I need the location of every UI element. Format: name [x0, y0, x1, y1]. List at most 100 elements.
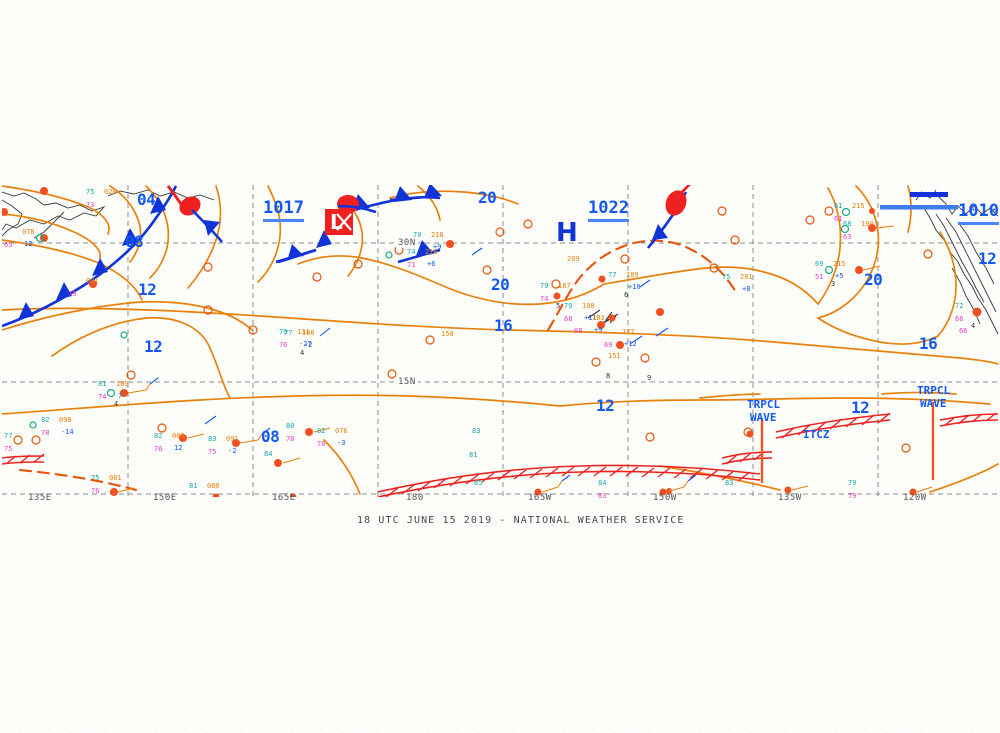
- pressure-label-1022: 1022: [588, 200, 629, 222]
- low-pressure-symbol[interactable]: L: [325, 209, 353, 235]
- station-temperature: 82: [317, 427, 326, 435]
- station-dewpoint: 68: [564, 315, 573, 323]
- longitude-label-165w: 165W: [528, 493, 552, 503]
- high-pressure-symbol[interactable]: H: [556, 218, 578, 248]
- station-pressure: 216: [425, 248, 438, 256]
- itcz-line-center: [775, 412, 891, 439]
- station-temperature: 77: [284, 329, 293, 337]
- station-pressure: 080: [207, 482, 220, 490]
- trough-lines-dashed: [18, 239, 738, 492]
- station-dewpoint: 71: [407, 261, 416, 269]
- station-temperature: 79: [540, 282, 549, 290]
- longitude-label-135e: 135E: [28, 493, 52, 503]
- station-pressure-change: 12: [174, 444, 183, 452]
- isobar-label-20-b: 20: [491, 275, 510, 294]
- station-temperature: 82: [41, 416, 50, 424]
- station-pressure: 189: [626, 271, 639, 279]
- station-dewpoint: 83: [598, 492, 607, 500]
- station-temperature: 75: [86, 188, 95, 196]
- station-temperature: 77: [608, 271, 617, 279]
- cold-front-barbs-from-low: [204, 220, 220, 236]
- station-pressure: 076: [335, 427, 348, 435]
- longitude-label-150e: 150E: [153, 493, 177, 503]
- station-dewpoint: 76: [91, 487, 100, 495]
- isobar-label-08: 08: [125, 232, 144, 251]
- station-pressure-change: -27: [299, 340, 312, 348]
- station-temperature: 77: [4, 432, 13, 440]
- coastline-left: [2, 189, 215, 239]
- station-temperature: 82: [154, 432, 163, 440]
- station-temperature: 72: [955, 302, 964, 310]
- station-pressure-change: -3: [337, 439, 346, 447]
- station-pressure: 180: [582, 302, 595, 310]
- station-temperature: 81: [469, 451, 478, 459]
- isobar-label-04: 04: [137, 190, 156, 209]
- station-pressure: 078: [22, 228, 35, 236]
- isobar-label-08-b: 08: [261, 427, 280, 446]
- station-dewpoint: 73: [86, 201, 95, 209]
- station-temperature: 75: [91, 474, 100, 482]
- station-dewpoint: 76: [154, 445, 163, 453]
- station-temperature: 68: [843, 220, 852, 228]
- station-pressure: 183: [592, 314, 605, 322]
- station-pressure-change: +9: [433, 243, 442, 251]
- station-markers: [2, 187, 982, 497]
- tropical-wave-label-1-line2: WAVE: [750, 411, 777, 424]
- tropical-wave-axes: [760, 402, 935, 483]
- station-pressure: 201: [740, 273, 753, 281]
- latitude-label-15n: 15N: [396, 377, 418, 387]
- station-pressure: 215: [852, 202, 865, 210]
- station-pressure-change: +9: [594, 326, 603, 334]
- station-pressure-change: +6: [427, 260, 436, 268]
- longitude-label-165e: 165E: [272, 493, 296, 503]
- station-dewpoint: 76: [317, 440, 326, 448]
- station-temperature: 81: [98, 380, 107, 388]
- isobar-label-12-a: 12: [138, 280, 157, 299]
- station-dewpoint: 74: [98, 393, 107, 401]
- station-temperature: 84: [598, 479, 607, 487]
- station-temperature: 61: [834, 202, 843, 210]
- isobar-label-12-e: 12: [978, 249, 997, 268]
- station-pressure-change: 12: [24, 240, 33, 248]
- station-weather-code: 5: [556, 302, 561, 310]
- isobar-label-16-a: 16: [494, 316, 513, 335]
- station-temperature: 79: [848, 479, 857, 487]
- station-dewpoint: 74: [540, 295, 549, 303]
- station-pressure-change: -2: [304, 341, 313, 349]
- station-dewpoint: 78: [286, 435, 295, 443]
- station-dewpoint: 66: [955, 315, 964, 323]
- station-pressure: 209: [567, 255, 580, 263]
- itcz-segment-far-right: [939, 412, 999, 427]
- front-segment-stationary: [275, 194, 439, 264]
- cold-front-barb-small-right: [416, 240, 434, 256]
- station-dewpoint: 69: [604, 341, 613, 349]
- station-temperature: 83: [472, 427, 481, 435]
- longitude-label-180: 180: [406, 493, 424, 503]
- station-dewpoint: 61: [834, 215, 843, 223]
- station-pressure-change: +12: [624, 340, 637, 348]
- station-weather-code: 9: [647, 374, 652, 382]
- station-temperature: 75: [722, 273, 731, 281]
- station-temperature: 79: [564, 302, 573, 310]
- station-pressure: 081: [109, 474, 122, 482]
- station-pressure: 020: [104, 188, 117, 196]
- pressure-label-1010: 1010: [958, 203, 999, 225]
- station-dewpoint: 63: [843, 233, 852, 241]
- station-pressure: 091: [226, 435, 239, 443]
- station-dewpoint: 65: [4, 241, 13, 249]
- station-dewpoint: 75: [4, 445, 13, 453]
- station-pressure: 168: [302, 329, 315, 337]
- station-pressure: 218: [431, 231, 444, 239]
- warm-front-bulb-east: [665, 185, 691, 216]
- station-dewpoint: 75: [208, 448, 217, 456]
- occluded-front-low: [337, 195, 377, 214]
- isobar-label-12-d: 12: [851, 398, 870, 417]
- station-temperature: 83: [725, 479, 734, 487]
- station-pressure-change: +5: [835, 272, 844, 280]
- station-temperature: 80: [286, 422, 295, 430]
- cold-front-small-right: [397, 248, 441, 264]
- station-pressure: 083: [172, 432, 185, 440]
